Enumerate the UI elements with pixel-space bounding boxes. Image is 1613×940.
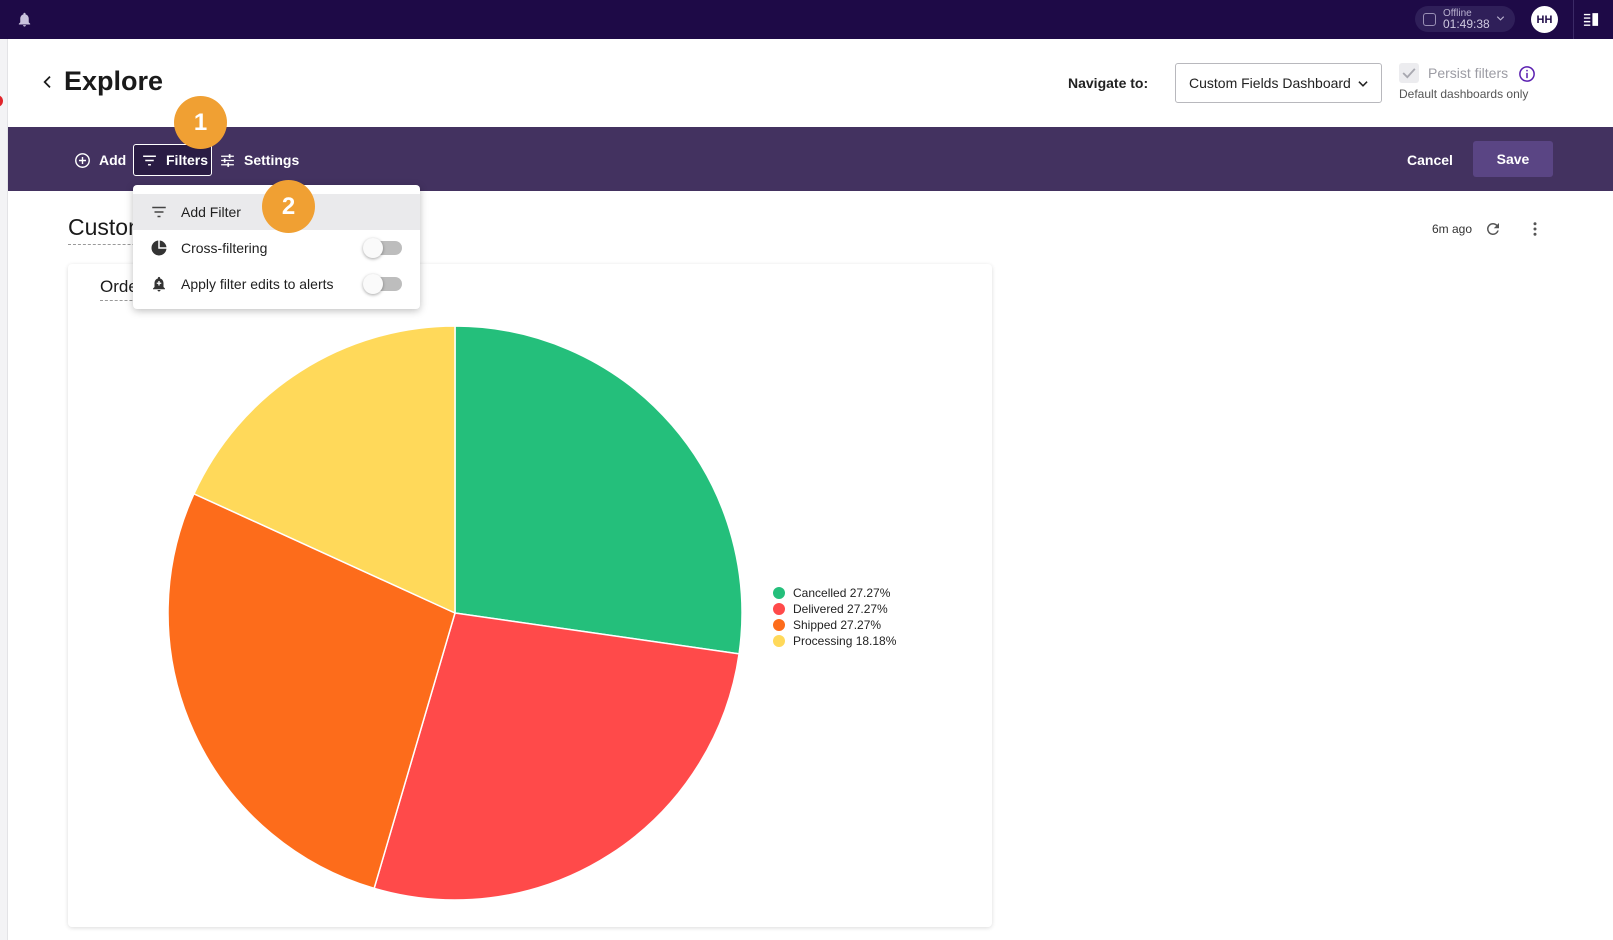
back-chevron-icon[interactable] <box>40 73 56 91</box>
pie-slice-cancelled[interactable] <box>454 325 743 655</box>
chevron-down-icon <box>1358 81 1368 87</box>
save-button[interactable]: Save <box>1473 141 1553 177</box>
refresh-icon[interactable] <box>1484 220 1502 238</box>
left-edge <box>0 39 8 940</box>
menu-item-apply-to-alerts[interactable]: Apply filter edits to alerts <box>133 266 420 302</box>
status-square-icon <box>1423 12 1436 26</box>
legend-swatch <box>773 603 785 615</box>
legend-swatch <box>773 635 785 647</box>
legend-label[interactable]: Delivered 27.27% <box>793 602 888 616</box>
persist-filters-checkbox[interactable] <box>1399 63 1419 83</box>
menu-item-label: Cross-filtering <box>181 240 268 256</box>
add-button[interactable]: Add <box>74 144 126 176</box>
pie-slice-processing[interactable] <box>192 325 456 615</box>
info-icon[interactable] <box>1518 65 1536 83</box>
chevron-down-icon <box>1496 16 1505 21</box>
step-marker-1: 1 <box>174 96 227 149</box>
edit-toolbar: Add Filters Settings Cancel Save <box>8 127 1613 191</box>
toggle-knob <box>363 238 383 258</box>
legend-swatch <box>773 619 785 631</box>
plus-circle-icon <box>75 152 90 168</box>
page-title: Explore <box>64 66 164 96</box>
cancel-button[interactable]: Cancel <box>1407 152 1453 168</box>
legend-label[interactable]: Processing 18.18% <box>793 634 897 648</box>
legend-swatch <box>773 587 785 599</box>
filters-label: Filters <box>166 152 209 168</box>
add-label: Add <box>99 152 127 168</box>
filter-icon <box>143 154 156 166</box>
cross-filtering-toggle[interactable] <box>363 238 402 258</box>
status-time: 01:49:38 <box>1443 17 1490 31</box>
navigate-select[interactable]: Custom Fields Dashboard <box>1175 63 1382 103</box>
top-bar: Offline 01:49:38 HH <box>0 0 1613 39</box>
filter-icon <box>152 206 166 218</box>
alert-bell-icon <box>153 276 165 292</box>
navigate-value: Custom Fields Dashboard <box>1189 75 1351 91</box>
notification-bell-icon[interactable] <box>16 11 33 28</box>
connection-status[interactable]: Offline 01:49:38 <box>1415 6 1515 32</box>
toggle-knob <box>363 274 383 294</box>
more-vertical-icon[interactable] <box>1526 220 1544 238</box>
pie-chart: Cancelled 27.27% Delivered 27.27% Shipped … <box>167 325 897 901</box>
red-indicator <box>0 95 3 107</box>
menu-item-label: Apply filter edits to alerts <box>181 276 334 292</box>
settings-label: Settings <box>244 152 300 168</box>
menu-item-label: Add Filter <box>181 204 241 220</box>
pie-slice-delivered[interactable] <box>373 612 740 901</box>
persist-filters-subtext: Default dashboards only <box>1399 87 1529 101</box>
menu-item-cross-filtering[interactable]: Cross-filtering <box>133 230 420 266</box>
check-icon <box>1402 68 1416 79</box>
user-avatar[interactable]: HH <box>1531 6 1558 33</box>
filters-button[interactable]: Filters <box>133 144 212 176</box>
sliders-icon <box>221 153 234 167</box>
navigate-label: Navigate to: <box>1068 75 1149 91</box>
settings-button[interactable]: Settings <box>219 144 299 176</box>
side-panel-icon[interactable] <box>1582 11 1600 28</box>
divider <box>1573 0 1574 39</box>
status-label: Offline <box>1443 8 1472 19</box>
step-marker-2: 2 <box>262 180 315 233</box>
last-updated: 6m ago <box>1432 222 1473 236</box>
persist-filters-label: Persist filters <box>1428 65 1509 81</box>
pie-slice-shipped[interactable] <box>167 492 456 890</box>
apply-alerts-toggle[interactable] <box>363 274 402 294</box>
legend-label[interactable]: Cancelled 27.27% <box>793 586 891 600</box>
pie-icon <box>151 240 167 256</box>
legend-label[interactable]: Shipped 27.27% <box>793 618 881 632</box>
